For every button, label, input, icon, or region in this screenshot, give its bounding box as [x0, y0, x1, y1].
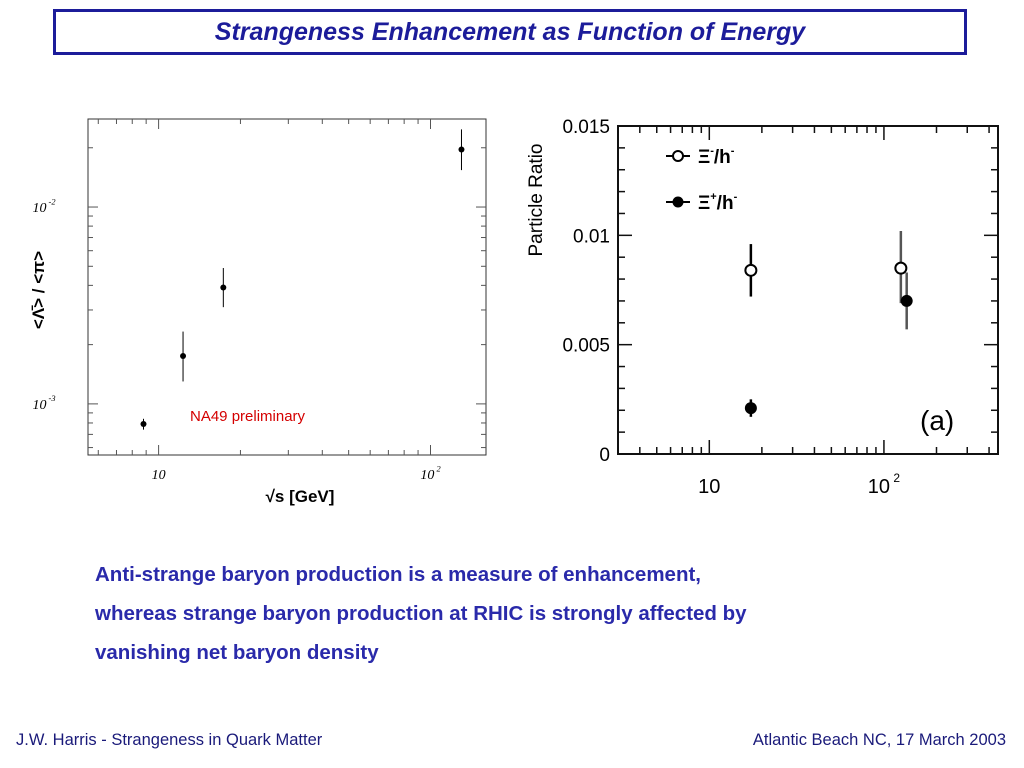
y-tick-label: 0.005 [562, 336, 610, 357]
body-text: Anti-strange baryon production is a meas… [95, 555, 935, 672]
x-tick-label: 10 2 [868, 471, 901, 498]
data-point-filled [900, 294, 913, 307]
x-axis-label: √s [GeV] [266, 487, 335, 506]
panel-label: (a) [920, 405, 954, 436]
y-axis-label: <Λ̄> / <π> [29, 251, 48, 329]
legend-marker-open [672, 150, 684, 162]
xi-hadron-ratio-chart: 0 0.005 0.01 0.015 10 10 2 Ξ-/h- Ξ+/h- (a) Par… [526, 117, 999, 498]
data-point [180, 353, 187, 360]
data-point [458, 146, 465, 153]
slide-title: Strangeness Enhancement as Function of E… [214, 17, 806, 46]
data-points [140, 129, 465, 430]
tick-labels: 10 10 2 10 -3 10 -2 [32, 197, 440, 483]
plot-frame [87, 118, 487, 456]
body-line: vanishing net baryon density [95, 641, 379, 664]
body-line: Anti-strange baryon production is a meas… [95, 563, 702, 586]
data-point [140, 421, 147, 428]
data-point [220, 284, 227, 291]
legend-marker-filled [672, 196, 684, 208]
legend-label: Ξ+/h- [698, 191, 738, 214]
y-tick-label: 10 -3 [32, 394, 55, 413]
body-line: whereas strange baryon production at RHI… [95, 602, 747, 625]
data-point-filled [744, 402, 757, 415]
legend-label: Ξ-/h- [698, 145, 735, 168]
tick-marks [617, 125, 998, 455]
y-tick-label: 0.015 [562, 117, 610, 138]
data-points [744, 230, 913, 417]
title-box: Strangeness Enhancement as Function of E… [53, 9, 967, 55]
x-tick-label: 10 [698, 476, 720, 498]
tick-labels: 0 0.005 0.01 0.015 10 10 2 [562, 117, 900, 498]
y-tick-label: 0.01 [573, 226, 610, 247]
footer-author: J.W. Harris - Strangeness in Quark Matte… [16, 731, 323, 749]
y-tick-label: 0 [599, 445, 610, 466]
tick-marks [88, 119, 486, 455]
na49-annotation: NA49 preliminary [190, 408, 306, 425]
footer-venue-date: Atlantic Beach NC, 17 March 2003 [752, 731, 1006, 749]
plot-frame [617, 125, 999, 455]
data-point-open [894, 261, 908, 275]
y-tick-label: 10 -2 [32, 197, 55, 216]
data-point-open [744, 263, 758, 277]
legend: Ξ-/h- Ξ+/h- [666, 145, 738, 214]
y-axis-label: Particle Ratio [526, 144, 547, 257]
x-tick-label: 10 [152, 468, 166, 483]
x-tick-label: 10 2 [420, 464, 440, 483]
lambda-pion-ratio-chart: 10 10 2 10 -3 10 -2 NA49 preliminary <Λ̄> /… [29, 118, 487, 506]
